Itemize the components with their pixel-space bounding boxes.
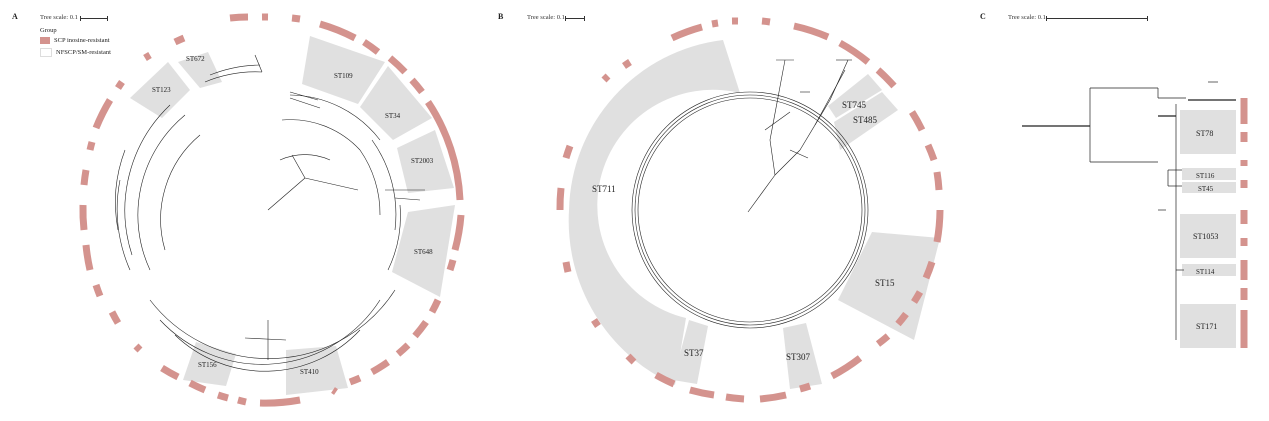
clade-sector-st109: [302, 36, 385, 104]
clade-sector-st745: [828, 74, 882, 118]
legend: Group SCP inosine-resistant NFSCP/SM-res…: [40, 27, 111, 58]
clade-label-st307: ST307: [786, 352, 811, 362]
clade-box-st1053: [1180, 214, 1236, 258]
legend-swatch-scp: [40, 36, 50, 44]
clade-sector-st37: [673, 320, 708, 384]
panel-b-group-ring: [556, 17, 944, 403]
clade-label-st1053: ST1053: [1193, 232, 1218, 241]
clade-box-st78: [1180, 110, 1236, 154]
panel-a-letter: A: [12, 12, 18, 21]
legend-label-scp: SCP inosine-resistant: [54, 36, 110, 44]
clade-sector-st711: [568, 40, 740, 385]
clade-sector-st648: [392, 205, 455, 297]
legend-item-scp: SCP inosine-resistant: [40, 34, 111, 46]
clade-label-st45: ST45: [1198, 185, 1214, 193]
clade-label-st116: ST116: [1196, 172, 1215, 180]
panel-a-group-ring: [79, 13, 465, 407]
panel-a-scale-label: Tree scale: 0.1: [40, 14, 78, 21]
clade-sector-st123: [130, 62, 190, 118]
panel-b-scale-label: Tree scale: 0.1: [527, 14, 565, 21]
clade-label-st171: ST171: [1196, 322, 1217, 331]
panel-c-letter: C: [980, 12, 986, 21]
panel-c-scale-label: Tree scale: 0.1: [1008, 14, 1046, 21]
clade-box-st116: [1182, 168, 1236, 180]
clade-label-st15: ST15: [875, 278, 895, 288]
clade-label-st672: ST672: [186, 55, 205, 63]
legend-swatch-nfscp: [40, 47, 52, 57]
clade-label-st485: ST485: [853, 115, 878, 125]
panel-c-clade-boxes: [1180, 110, 1236, 348]
panel-b-scale-bar: [565, 16, 585, 21]
clade-sector-st34: [360, 66, 432, 140]
panel-a-tree: [115, 36, 455, 395]
panel-b-letter: B: [498, 12, 504, 21]
clade-box-st45: [1182, 182, 1236, 193]
clade-box-st171: [1180, 304, 1236, 348]
clade-label-st648: ST648: [414, 248, 433, 256]
legend-item-nfscp: NFSCP/SM-resistant: [40, 46, 111, 58]
clade-sector-st410: [286, 346, 348, 395]
clade-label-st37: ST37: [684, 348, 704, 358]
clade-label-st78: ST78: [1196, 129, 1213, 138]
clade-sector-st485: [834, 92, 898, 150]
clade-label-st410: ST410: [300, 368, 319, 376]
clade-sector-st15: [838, 232, 940, 340]
clade-label-st711: ST711: [592, 184, 616, 194]
clade-sector-st156: [183, 342, 236, 386]
clade-sector-st307: [783, 323, 822, 389]
panel-a-clade-sectors: [130, 36, 455, 395]
clade-sector-st2003: [397, 130, 454, 193]
panel-b-tree: [631, 59, 869, 329]
clade-label-st109: ST109: [334, 72, 353, 80]
clade-label-st745: ST745: [842, 100, 867, 110]
clade-sector-st672: [178, 52, 222, 88]
clade-label-st156: ST156: [198, 361, 217, 369]
panel-c-tree: [1022, 81, 1236, 340]
clade-label-st34: ST34: [385, 112, 401, 120]
panel-b-clade-sectors: [568, 40, 940, 389]
panel-c-scale-bar: [1046, 16, 1148, 21]
clade-label-st114: ST114: [1196, 268, 1215, 276]
legend-label-nfscp: NFSCP/SM-resistant: [56, 48, 111, 56]
clade-label-st123: ST123: [152, 86, 171, 94]
clade-box-st114: [1182, 264, 1236, 276]
legend-title: Group: [40, 27, 57, 34]
clade-label-st2003: ST2003: [411, 157, 434, 165]
panel-a-scale-bar: [80, 16, 108, 21]
